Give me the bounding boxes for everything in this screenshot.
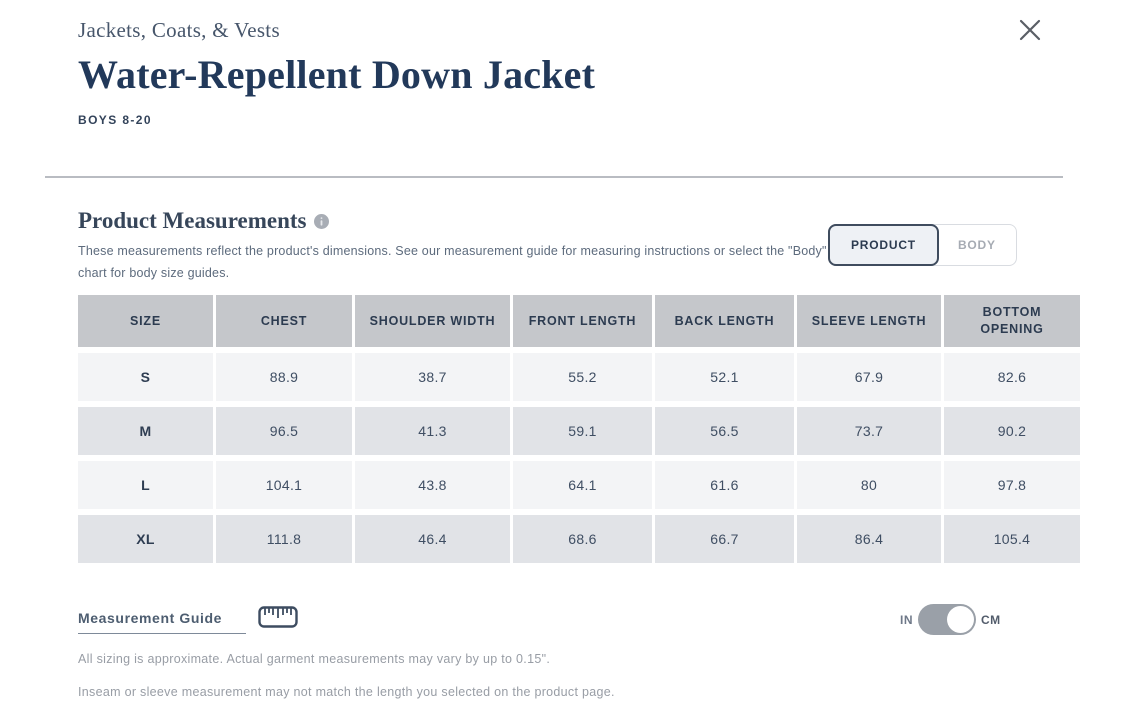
measurement-value: 46.4	[355, 515, 510, 563]
column-header-shoulder-width: SHOULDER WIDTH	[355, 295, 510, 347]
body-tab[interactable]: BODY	[938, 225, 1016, 265]
measurement-value: 67.9	[797, 353, 941, 401]
measurement-value: 80	[797, 461, 941, 509]
size-label: M	[78, 407, 213, 455]
measurement-value: 86.4	[797, 515, 941, 563]
toggle-knob	[947, 606, 974, 633]
measurement-value: 61.6	[655, 461, 794, 509]
table-header-row: SIZE CHEST SHOULDER WIDTH FRONT LENGTH B…	[78, 295, 1080, 347]
unit-label-cm: CM	[981, 612, 1001, 627]
measurement-value: 68.6	[513, 515, 652, 563]
measurement-value: 52.1	[655, 353, 794, 401]
measurement-value: 73.7	[797, 407, 941, 455]
table-row-m: M 96.5 41.3 59.1 56.5 73.7 90.2	[78, 407, 1080, 455]
column-header-sleeve-length: SLEEVE LENGTH	[797, 295, 941, 347]
column-header-chest: CHEST	[216, 295, 352, 347]
unit-label-in: IN	[900, 612, 913, 627]
close-icon	[1016, 16, 1044, 44]
measurement-value: 41.3	[355, 407, 510, 455]
measurement-value: 59.1	[513, 407, 652, 455]
measurement-value: 66.7	[655, 515, 794, 563]
page-title: Water-Repellent Down Jacket	[78, 52, 596, 97]
breadcrumb: Jackets, Coats, & Vests	[78, 18, 280, 42]
unit-toggle: IN CM	[900, 604, 1001, 635]
measurements-table: SIZE CHEST SHOULDER WIDTH FRONT LENGTH B…	[75, 289, 1083, 569]
header-divider	[45, 176, 1063, 178]
product-subtitle: BOYS 8-20	[78, 113, 152, 127]
section-description: These measurements reflect the product's…	[78, 244, 827, 280]
measurement-value: 111.8	[216, 515, 352, 563]
measurement-value: 82.6	[944, 353, 1080, 401]
measurement-guide-label: Measurement Guide	[78, 610, 246, 634]
measurement-value: 56.5	[655, 407, 794, 455]
product-tab[interactable]: PRODUCT	[828, 224, 939, 266]
measurement-guide-link[interactable]: Measurement Guide	[78, 606, 298, 637]
measurement-value: 105.4	[944, 515, 1080, 563]
sizing-disclaimer: All sizing is approximate. Actual garmen…	[78, 652, 551, 666]
size-label: XL	[78, 515, 213, 563]
table-row-s: S 88.9 38.7 55.2 52.1 67.9 82.6	[78, 353, 1080, 401]
measurement-value: 55.2	[513, 353, 652, 401]
column-header-front-length: FRONT LENGTH	[513, 295, 652, 347]
measurement-value: 90.2	[944, 407, 1080, 455]
size-label: S	[78, 353, 213, 401]
measurement-value: 97.8	[944, 461, 1080, 509]
size-label: L	[78, 461, 213, 509]
measurement-value: 38.7	[355, 353, 510, 401]
measurement-value: 96.5	[216, 407, 352, 455]
ruler-icon	[258, 606, 298, 633]
section-title: Product Measurements	[78, 208, 307, 233]
close-button[interactable]	[1012, 12, 1048, 48]
modal-header: Jackets, Coats, & Vests Water-Repellent …	[78, 18, 595, 127]
unit-toggle-switch[interactable]	[918, 604, 976, 635]
column-header-size: SIZE	[78, 295, 213, 347]
table-row-xl: XL 111.8 46.4 68.6 66.7 86.4 105.4	[78, 515, 1080, 563]
column-header-back-length: BACK LENGTH	[655, 295, 794, 347]
measurement-value: 104.1	[216, 461, 352, 509]
chart-type-toggle: PRODUCT BODY	[828, 224, 1017, 266]
measurement-value: 43.8	[355, 461, 510, 509]
measurement-value: 88.9	[216, 353, 352, 401]
column-header-bottom-opening: BOTTOM OPENING	[944, 295, 1080, 347]
inseam-disclaimer: Inseam or sleeve measurement may not mat…	[78, 685, 615, 699]
measurement-value: 64.1	[513, 461, 652, 509]
table-row-l: L 104.1 43.8 64.1 61.6 80 97.8	[78, 461, 1080, 509]
info-icon[interactable]	[314, 213, 330, 229]
